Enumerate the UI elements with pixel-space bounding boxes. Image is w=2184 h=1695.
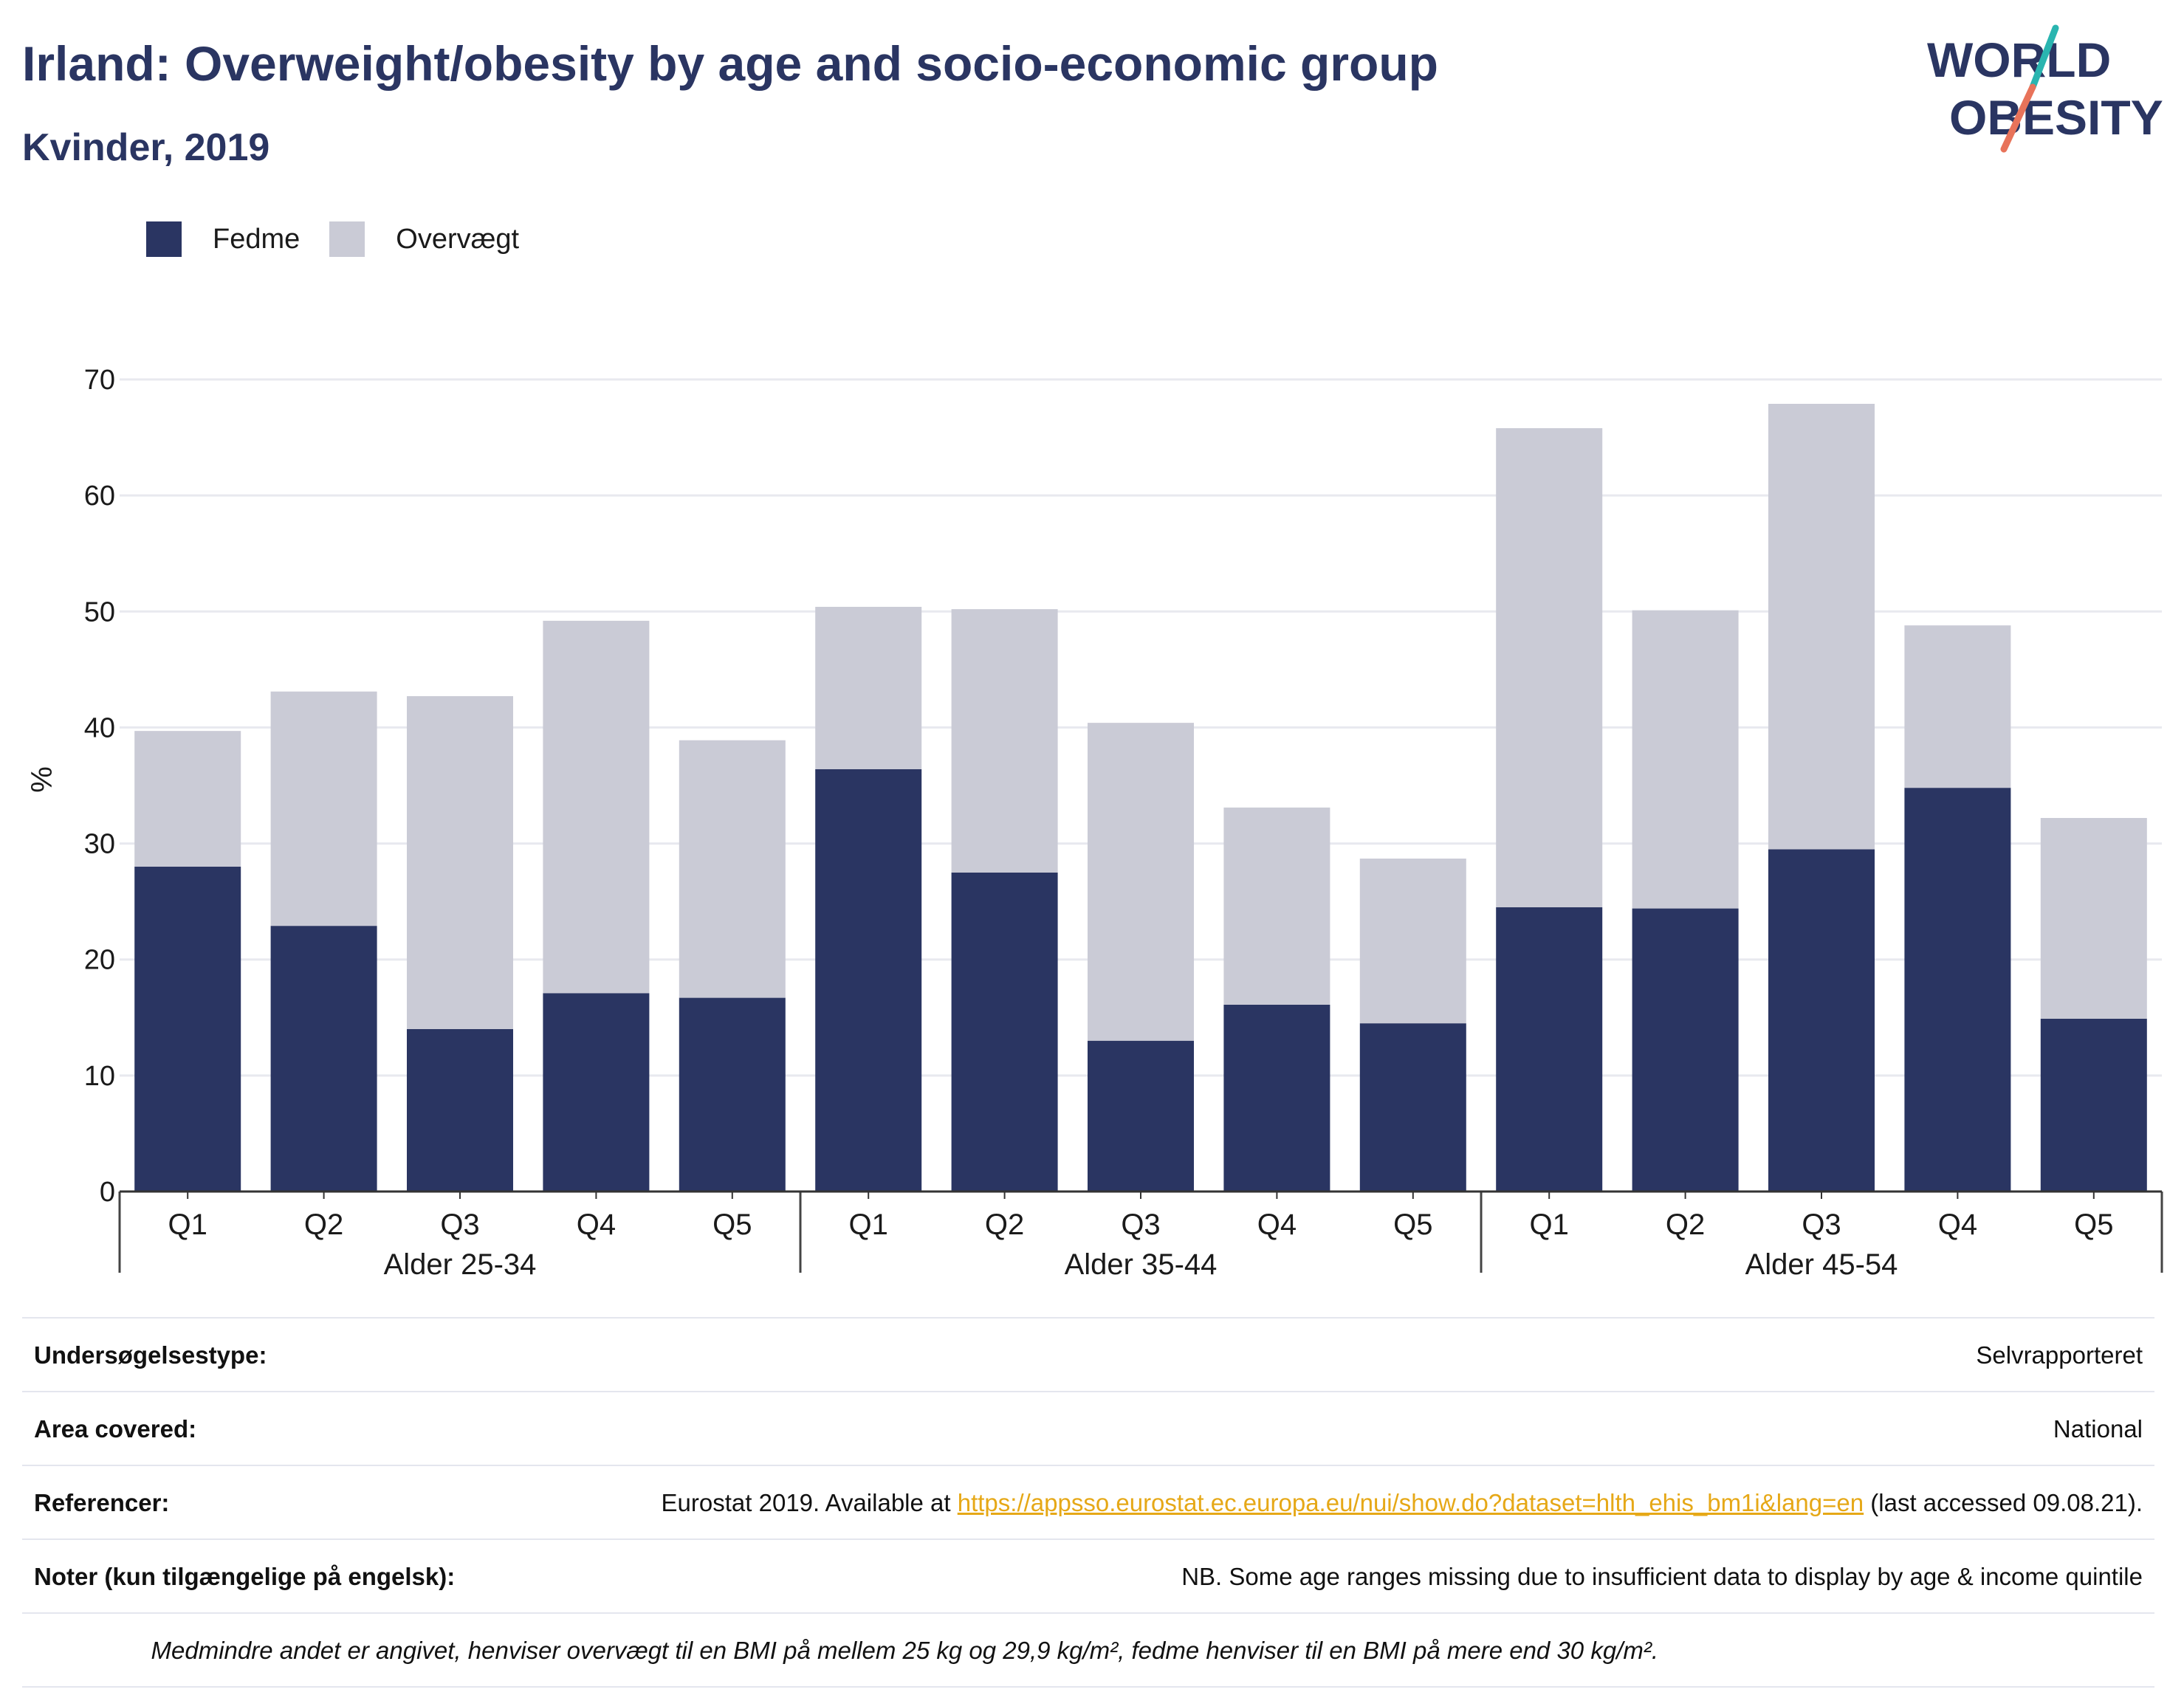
bar-fedme	[1088, 1040, 1194, 1192]
y-tick-label: 10	[84, 1061, 115, 1092]
y-axis-label: %	[26, 766, 58, 793]
x-tick-label: Q5	[712, 1208, 752, 1241]
legend-swatch-overvaegt	[329, 221, 365, 257]
bmi-footnote: Medmindre andet er angivet, henviser ove…	[151, 1637, 1658, 1664]
bar-fedme	[2040, 1018, 2147, 1192]
stacked-bar-chart: 0 10 20 30 40 50 60 70% Q1 Q2 Q3 Q4 Q5 Alder 25-34 Q1 Q…	[26, 365, 2163, 1281]
legend-item-fedme[interactable]: Fedme	[146, 221, 300, 257]
x-group-label: Alder 35-44	[1065, 1248, 1218, 1281]
chart-legend: Fedme Overvægt	[146, 219, 549, 260]
bar-overvaegt	[1359, 859, 1466, 1024]
y-tick-label: 70	[84, 365, 115, 396]
x-tick-label: Q4	[577, 1208, 616, 1241]
bar-fedme	[270, 926, 377, 1192]
x-tick-label: Q3	[440, 1208, 479, 1241]
bar-fedme	[1632, 908, 1739, 1192]
x-tick-label: Q1	[168, 1208, 207, 1241]
legend-label-overvaegt: Overvægt	[396, 223, 520, 255]
reference-text: Eurostat 2019. Available at	[661, 1489, 958, 1516]
area-covered-value: National	[2053, 1415, 2143, 1443]
bar-overvaegt	[951, 609, 1058, 873]
meta-row-references: Referencer: Eurostat 2019. Available at …	[22, 1465, 2154, 1538]
x-tick-label: Q2	[304, 1208, 343, 1241]
reference-accessed: (last accessed 09.08.21).	[1864, 1489, 2143, 1516]
bar-fedme	[1223, 1005, 1330, 1192]
bar-fedme	[951, 872, 1058, 1192]
reference-link[interactable]: https://appsso.eurostat.ec.europa.eu/nui…	[957, 1489, 1864, 1516]
metadata-table: Undersøgelsestype: Selvrapporteret Area …	[22, 1317, 2154, 1688]
bar-fedme	[134, 867, 241, 1192]
bar-overvaegt	[815, 607, 922, 769]
x-tick-label: Q5	[1393, 1208, 1432, 1241]
legend-item-overvaegt[interactable]: Overvægt	[329, 221, 519, 257]
bar-fedme	[407, 1029, 513, 1192]
bar-fedme	[815, 769, 922, 1192]
y-tick-label: 30	[84, 829, 115, 860]
survey-type-value: Selvrapporteret	[1976, 1341, 2143, 1369]
x-tick-label: Q3	[1802, 1208, 1841, 1241]
y-tick-label: 60	[84, 481, 115, 512]
notes-label: Noter (kun tilgængelige på engelsk):	[34, 1563, 456, 1590]
bar-overvaegt	[543, 620, 650, 994]
x-tick-label: Q5	[2074, 1208, 2113, 1241]
notes-value: NB. Some age ranges missing due to insuf…	[1181, 1563, 2143, 1590]
x-tick-label: Q4	[1938, 1208, 1977, 1241]
y-tick-label: 50	[84, 596, 115, 628]
bar-overvaegt	[2040, 818, 2147, 1019]
legend-label-fedme: Fedme	[213, 223, 301, 255]
y-tick-label: 0	[100, 1177, 115, 1208]
bar-fedme	[1904, 788, 2011, 1192]
x-tick-label: Q4	[1257, 1208, 1297, 1241]
bar-overvaegt	[1904, 625, 2011, 788]
bar-fedme	[679, 997, 786, 1192]
meta-row-footnote: Medmindre andet er angivet, henviser ove…	[22, 1612, 2154, 1688]
x-tick-label: Q1	[849, 1208, 888, 1241]
logo-slash-coral	[2000, 83, 2036, 153]
bar-overvaegt	[1632, 610, 1739, 909]
x-group-label: Alder 25-34	[384, 1248, 537, 1281]
world-obesity-logo: WORLD OBESITY	[1927, 24, 2163, 153]
bar-overvaegt	[407, 696, 513, 1029]
x-group-label: Alder 45-54	[1745, 1248, 1898, 1281]
bar-overvaegt	[270, 691, 377, 926]
page-title: Irland: Overweight/obesity by age and so…	[22, 36, 1438, 91]
bar-overvaegt	[1088, 723, 1194, 1041]
bar-overvaegt	[134, 731, 241, 867]
x-tick-label: Q2	[985, 1208, 1024, 1241]
bar-overvaegt	[1496, 428, 1603, 907]
legend-swatch-fedme	[146, 221, 182, 257]
references-value: Eurostat 2019. Available at https://apps…	[662, 1487, 2143, 1519]
x-tick-label: Q3	[1121, 1208, 1160, 1241]
x-tick-label: Q1	[1530, 1208, 1569, 1241]
meta-row-survey: Undersøgelsestype: Selvrapporteret	[22, 1317, 2154, 1391]
survey-type-label: Undersøgelsestype:	[34, 1341, 267, 1369]
y-tick-label: 20	[84, 945, 115, 976]
bar-fedme	[1768, 849, 1875, 1192]
page-subtitle: Kvinder, 2019	[22, 126, 270, 169]
logo-word-obesity: OBESITY	[1949, 90, 2163, 145]
logo-slash-teal	[2029, 24, 2059, 91]
y-tick-label: 40	[84, 712, 115, 743]
bar-fedme	[1496, 907, 1603, 1192]
meta-row-notes: Noter (kun tilgængelige på engelsk): NB.…	[22, 1538, 2154, 1612]
bar-overvaegt	[1768, 404, 1875, 850]
bar-overvaegt	[679, 740, 786, 998]
bar-fedme	[543, 993, 650, 1192]
area-covered-label: Area covered:	[34, 1415, 197, 1443]
bar-overvaegt	[1223, 807, 1330, 1005]
logo-word-world: WORLD	[1927, 32, 2111, 87]
meta-row-area: Area covered: National	[22, 1391, 2154, 1465]
bar-fedme	[1359, 1023, 1466, 1192]
references-label: Referencer:	[34, 1489, 170, 1516]
x-tick-label: Q2	[1666, 1208, 1705, 1241]
